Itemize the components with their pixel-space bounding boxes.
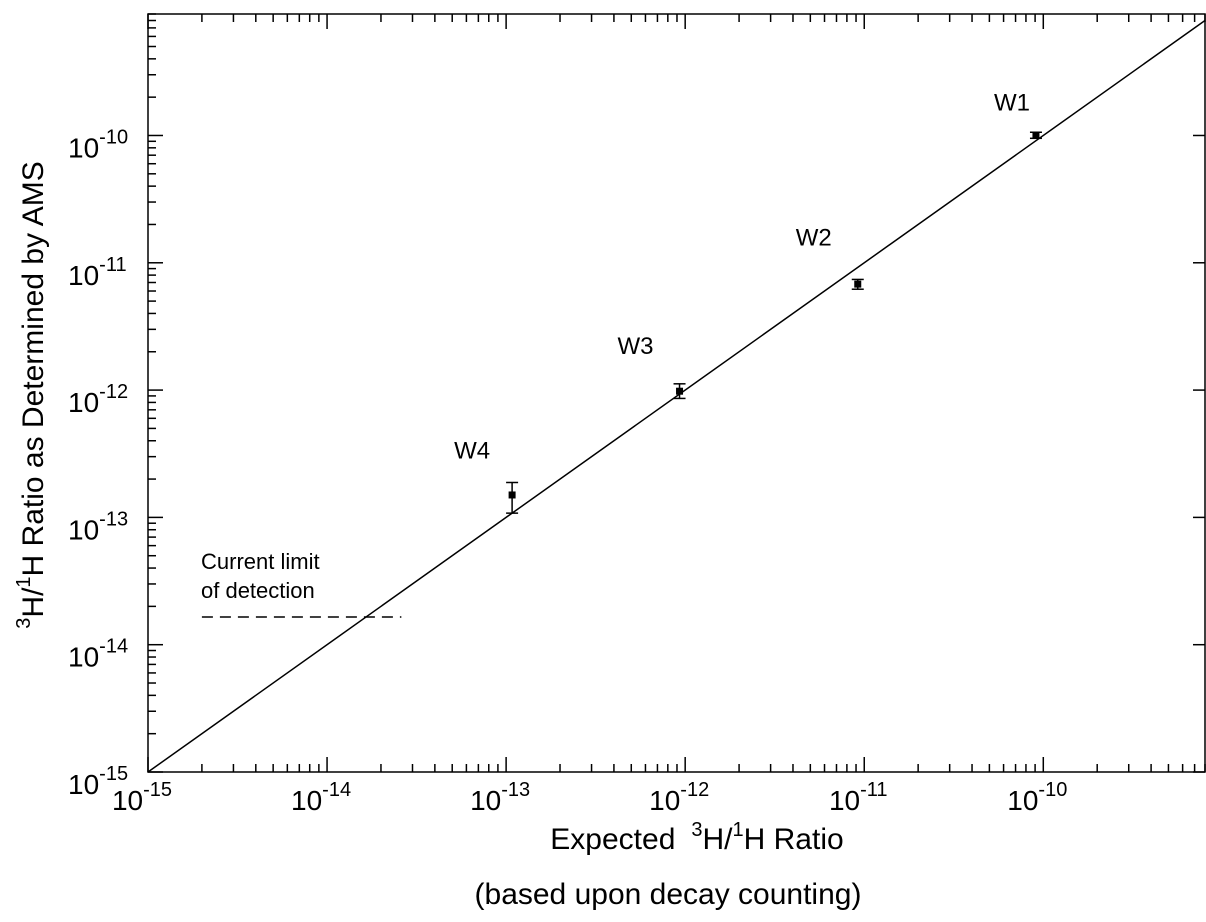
point-marker — [676, 387, 684, 395]
point-label: W3 — [618, 333, 654, 360]
limit-annotation-line1: Current limit — [201, 549, 320, 574]
x-tick-label: 10-11 — [829, 779, 888, 816]
reference-line — [147, 19, 1206, 773]
major-ticks — [147, 14, 1205, 773]
data-points: W1 W2 W3 W4 — [454, 89, 1042, 514]
x-axis-label: Expected 3H/1H Ratio — [550, 819, 843, 856]
data-point-w3: W3 — [618, 333, 686, 400]
y-tick-label: 10-12 — [68, 381, 128, 418]
data-point-w4: W4 — [454, 437, 519, 514]
y-tick-label: 10-15 — [68, 763, 128, 800]
point-marker — [508, 491, 516, 499]
data-point-w1: W1 — [994, 89, 1042, 140]
point-label: W1 — [994, 89, 1030, 116]
point-label: W4 — [454, 437, 490, 464]
point-label: W2 — [796, 224, 832, 251]
x-tick-label: 10-13 — [470, 779, 530, 816]
y-tick-labels: 10-15 10-14 10-13 10-12 10-11 10-10 — [68, 126, 128, 800]
y-tick-label: 10-11 — [68, 254, 127, 291]
y-tick-label: 10-10 — [68, 126, 128, 163]
data-point-w2: W2 — [796, 224, 864, 290]
x-axis-sublabel: (based upon decay counting) — [475, 878, 862, 911]
x-tick-label: 10-10 — [1007, 779, 1067, 816]
minor-ticks — [148, 13, 1206, 772]
y-tick-label: 10-13 — [68, 508, 128, 545]
x-tick-label: 10-12 — [649, 779, 709, 816]
x-tick-labels: 10-15 10-14 10-13 10-12 10-11 10-10 — [112, 779, 1067, 816]
y-tick-label: 10-14 — [68, 636, 128, 673]
x-tick-label: 10-14 — [291, 779, 351, 816]
point-marker — [854, 280, 862, 288]
point-marker — [1032, 131, 1040, 139]
x-tick-label: 10-15 — [112, 779, 172, 816]
limit-annotation-line2: of detection — [201, 578, 315, 603]
y-axis-label: 3H/1H Ratio as Determined by AMS — [13, 161, 50, 628]
